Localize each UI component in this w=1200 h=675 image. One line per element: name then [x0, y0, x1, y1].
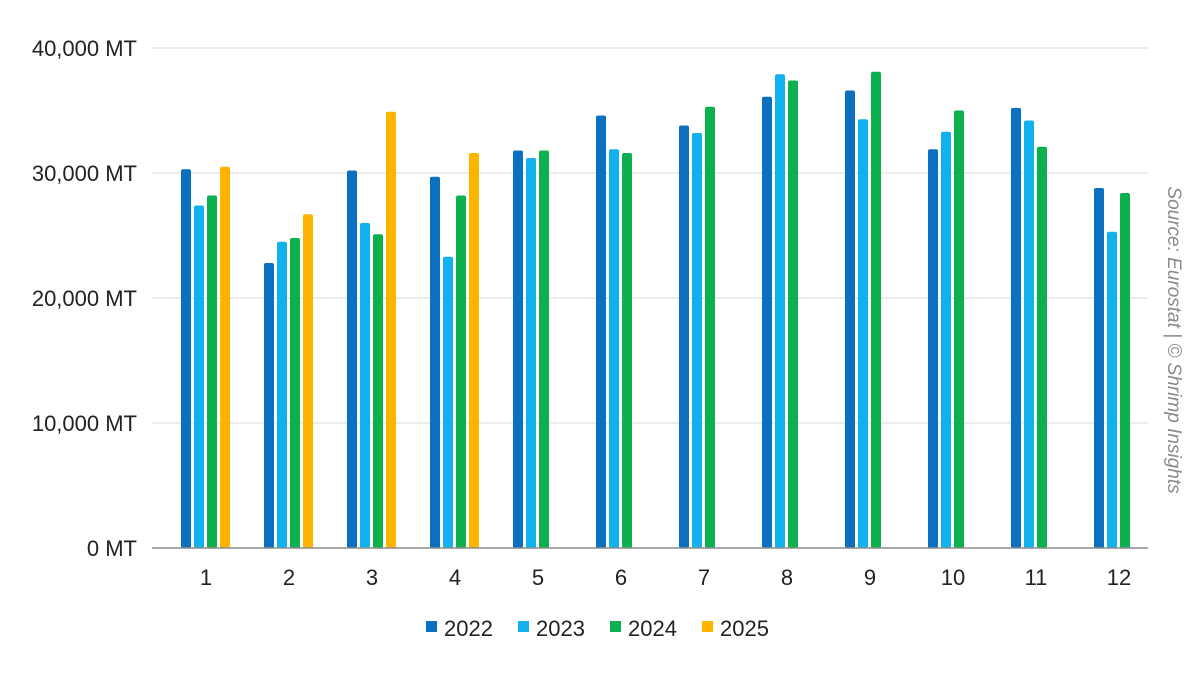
y-tick-label: 40,000 MT	[32, 36, 137, 61]
y-tick-label: 10,000 MT	[32, 411, 137, 436]
bar-2022-month-2	[264, 263, 274, 548]
bar-2024-month-2	[290, 238, 300, 548]
x-tick-label: 6	[615, 565, 627, 590]
y-tick-label: 0 MT	[87, 536, 137, 561]
bar-2023-month-3	[360, 223, 370, 548]
legend-label-2025: 2025	[720, 616, 769, 641]
bar-2023-month-1	[194, 205, 204, 548]
bar-2024-month-7	[705, 106, 715, 548]
bar-2024-month-3	[373, 234, 383, 548]
bar-2023-month-11	[1024, 120, 1034, 548]
bar-2025-month-4	[469, 153, 479, 548]
x-tick-label: 4	[449, 565, 461, 590]
bar-2025-month-2	[303, 214, 313, 548]
bar-2023-month-2	[277, 241, 287, 548]
bar-2024-month-9	[871, 71, 881, 548]
bar-2022-month-9	[845, 90, 855, 548]
x-tick-label: 3	[366, 565, 378, 590]
bar-2022-month-4	[430, 176, 440, 548]
bar-2023-month-5	[526, 158, 536, 548]
y-tick-label: 20,000 MT	[32, 286, 137, 311]
bar-2025-month-1	[220, 166, 230, 548]
x-tick-label: 12	[1107, 565, 1131, 590]
bar-2023-month-7	[692, 133, 702, 548]
bar-2024-month-1	[207, 195, 217, 548]
legend-swatch-2025	[702, 621, 713, 632]
y-tick-label: 30,000 MT	[32, 161, 137, 186]
legend-label-2024: 2024	[628, 616, 677, 641]
bar-2022-month-11	[1011, 108, 1021, 548]
legend-swatch-2023	[518, 621, 529, 632]
x-tick-label: 5	[532, 565, 544, 590]
bar-2023-month-4	[443, 256, 453, 548]
x-tick-label: 7	[698, 565, 710, 590]
legend-swatch-2022	[426, 621, 437, 632]
x-tick-label: 8	[781, 565, 793, 590]
legend-label-2022: 2022	[444, 616, 493, 641]
bar-2022-month-12	[1094, 188, 1104, 548]
x-tick-label: 1	[200, 565, 212, 590]
bar-2022-month-6	[596, 115, 606, 548]
bar-2024-month-6	[622, 153, 632, 548]
axes: 0 MT 10,000 MT 20,000 MT 30,000 MT 40,000 MT…	[32, 36, 1148, 590]
bar-2022-month-8	[762, 96, 772, 548]
x-tick-label: 10	[941, 565, 965, 590]
bar-2024-month-5	[539, 150, 549, 548]
legend: 2022 2023 2024 2025	[426, 616, 769, 641]
bar-2024-month-12	[1120, 193, 1130, 548]
source-note: Source: Eurostat | © Shrimp Insights	[1163, 186, 1184, 494]
x-tick-label: 9	[864, 565, 876, 590]
x-tick-label: 11	[1025, 565, 1048, 590]
bar-2023-month-8	[775, 74, 785, 548]
bar-2025-month-3	[386, 111, 396, 548]
x-tick-label: 2	[283, 565, 295, 590]
bars	[181, 71, 1130, 548]
legend-label-2023: 2023	[536, 616, 585, 641]
bar-2022-month-1	[181, 169, 191, 548]
bar-2022-month-7	[679, 125, 689, 548]
bar-2022-month-3	[347, 170, 357, 548]
gridlines	[152, 47, 1148, 424]
bar-2024-month-11	[1037, 146, 1047, 548]
bar-2024-month-10	[954, 110, 964, 548]
bar-2023-month-12	[1107, 231, 1117, 548]
bar-2023-month-6	[609, 149, 619, 548]
bar-2023-month-9	[858, 119, 868, 548]
bar-2023-month-10	[941, 131, 951, 548]
bar-2024-month-8	[788, 80, 798, 548]
legend-swatch-2024	[610, 621, 621, 632]
bar-2022-month-5	[513, 150, 523, 548]
bar-2024-month-4	[456, 195, 466, 548]
bar-2022-month-10	[928, 149, 938, 548]
